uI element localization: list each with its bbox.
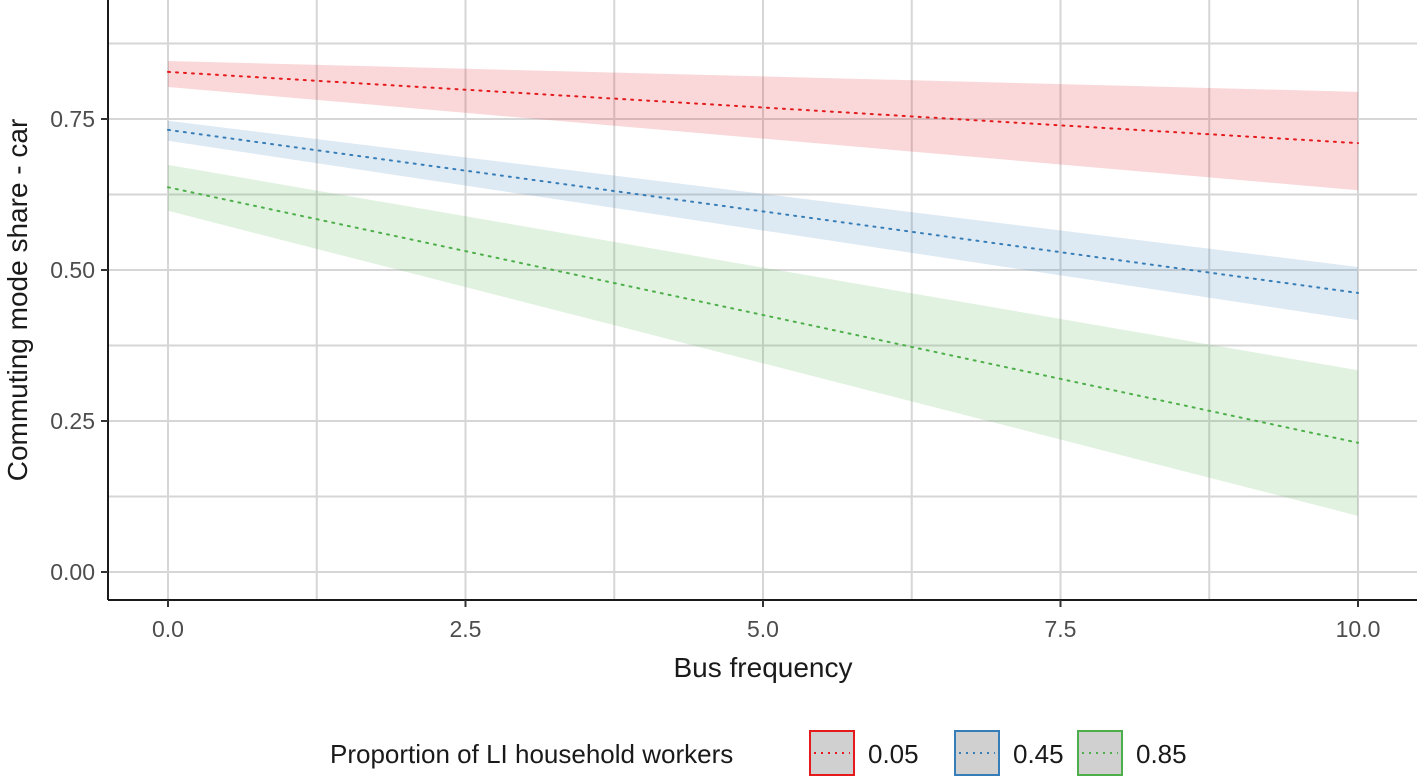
- legend-key-0.05: [809, 730, 855, 776]
- x-tick-label: 0.0: [152, 616, 184, 642]
- x-ticks: 0.0 2.5 5.0 7.5 10.0: [152, 600, 1380, 642]
- legend: Proportion of LI household workers 0.05 0…: [330, 730, 1187, 776]
- legend-label-0.45: 0.45: [1013, 739, 1064, 769]
- ribbon-0.85: [168, 164, 1358, 516]
- x-tick-label: 10.0: [1336, 616, 1381, 642]
- series-line-0.05: [167, 70, 1359, 145]
- y-ticks: 0.00 0.25 0.50 0.75: [50, 106, 108, 585]
- x-tick-label: 2.5: [450, 616, 482, 642]
- series-lines: [167, 70, 1359, 444]
- x-tick-label: 5.0: [747, 616, 779, 642]
- x-axis-label: Bus frequency: [674, 652, 853, 683]
- y-tick-label: 0.00: [50, 559, 95, 585]
- legend-key-0.85: [1077, 730, 1123, 776]
- gridlines: [108, 0, 1417, 600]
- y-axis-label: Commuting mode share - car: [2, 119, 33, 482]
- confidence-ribbons: [168, 61, 1358, 516]
- ribbon-0.05: [168, 61, 1358, 191]
- series-line-0.45: [167, 128, 1359, 294]
- x-tick-label: 7.5: [1045, 616, 1077, 642]
- legend-label-0.05: 0.05: [868, 739, 919, 769]
- y-tick-label: 0.25: [50, 408, 95, 434]
- ribbon-0.45: [168, 120, 1358, 321]
- series-line-0.85: [167, 186, 1359, 444]
- legend-title: Proportion of LI household workers: [330, 739, 733, 769]
- legend-key-0.45: [954, 730, 1000, 776]
- y-tick-label: 0.50: [50, 257, 95, 283]
- y-tick-label: 0.75: [50, 106, 95, 132]
- legend-label-0.85: 0.85: [1136, 739, 1187, 769]
